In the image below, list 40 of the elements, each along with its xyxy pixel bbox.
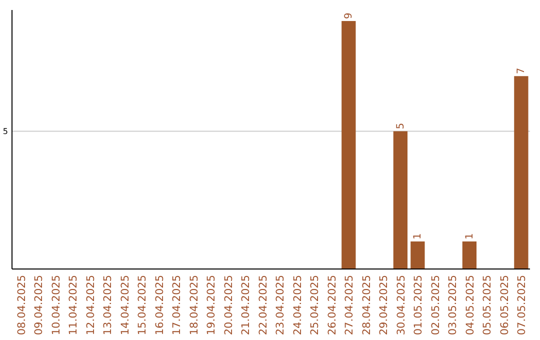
x-tick-label: 11.04.2025 xyxy=(68,275,80,336)
x-tick-label: 06.05.2025 xyxy=(498,275,511,336)
x-tick-label: 10.04.2025 xyxy=(50,275,62,336)
x-tick-label: 13.04.2025 xyxy=(102,275,114,336)
x-tick-label: 04.05.2025 xyxy=(464,275,476,336)
x-tick-label: 03.05.2025 xyxy=(447,275,460,336)
bar xyxy=(462,241,477,269)
bar xyxy=(514,76,528,269)
x-tick-label: 14.04.2025 xyxy=(119,275,132,336)
x-tick-label: 17.04.2025 xyxy=(171,275,184,336)
data-label: 5 xyxy=(395,122,406,130)
x-tick-label: 22.04.2025 xyxy=(257,275,270,336)
x-tick-label: 27.04.2025 xyxy=(344,275,356,336)
bar xyxy=(342,21,356,269)
x-tick-label: 05.05.2025 xyxy=(482,275,494,336)
x-tick-label: 30.04.2025 xyxy=(395,275,408,336)
x-tick-label: 18.04.2025 xyxy=(188,275,200,336)
x-tick-label: 28.04.2025 xyxy=(360,275,373,336)
x-tick-label: 12.04.2025 xyxy=(84,275,97,336)
x-tick-label: 08.04.2025 xyxy=(16,275,28,336)
x-tick-label: 01.05.2025 xyxy=(412,275,425,336)
x-tick-label: 25.04.2025 xyxy=(309,275,322,336)
data-label: 7 xyxy=(516,68,528,74)
bar xyxy=(410,241,425,269)
data-label: 1 xyxy=(464,233,476,240)
x-tick-label: 16.04.2025 xyxy=(154,275,166,336)
bar xyxy=(393,131,408,269)
data-label: 9 xyxy=(344,12,355,20)
x-tick-label: 23.04.2025 xyxy=(274,275,287,336)
x-tick-label: 24.04.2025 xyxy=(292,275,304,336)
data-label: 1 xyxy=(412,233,424,240)
x-tick-label: 29.04.2025 xyxy=(378,275,390,336)
x-tick-label: 02.05.2025 xyxy=(430,275,442,336)
x-tick-label: 19.04.2025 xyxy=(206,275,218,336)
x-tick-label: 07.05.2025 xyxy=(516,275,528,336)
x-tick-label: 21.04.2025 xyxy=(240,275,252,336)
x-tick-label: 26.04.2025 xyxy=(326,275,338,336)
x-tick-label: 15.04.2025 xyxy=(136,275,149,336)
x-tick-label: 20.04.2025 xyxy=(222,275,235,336)
x-tick-label: 09.04.2025 xyxy=(33,275,46,336)
